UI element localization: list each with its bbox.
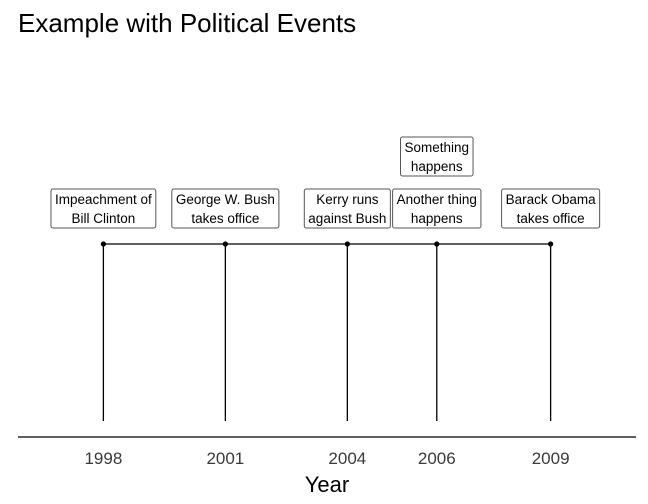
event-label-text: Another thing xyxy=(397,192,477,207)
event-label: Something happens xyxy=(401,137,474,176)
x-tick-label: 2004 xyxy=(328,449,366,468)
event-dot xyxy=(548,241,553,246)
event-label-text: Kerry runs xyxy=(316,192,379,207)
event-label-text: takes office xyxy=(191,211,259,226)
event-label-text: takes office xyxy=(517,211,585,226)
event-label-text: George W. Bush xyxy=(176,192,275,207)
event-dot xyxy=(101,241,106,246)
event-dot xyxy=(345,241,350,246)
event-stems xyxy=(103,244,550,421)
event-label-text: happens xyxy=(411,159,463,174)
chart-title: Example with Political Events xyxy=(18,8,356,38)
event-dot xyxy=(434,241,439,246)
event-label: George W. Bush takes office xyxy=(172,189,279,228)
event-label: Another thing happens xyxy=(393,189,481,228)
event-label-text: happens xyxy=(411,211,463,226)
event-dot xyxy=(223,241,228,246)
x-axis-title: Year xyxy=(305,472,349,497)
event-label: Kerry runs against Bush xyxy=(304,189,390,228)
event-labels: Impeachment of Bill Clinton George W. Bush… xyxy=(51,137,600,228)
event-label-text: against Bush xyxy=(308,211,386,226)
event-label: Impeachment of Bill Clinton xyxy=(51,189,156,228)
x-tick-label: 2001 xyxy=(206,449,244,468)
event-label-text: Barack Obama xyxy=(506,192,597,207)
x-tick-label: 2009 xyxy=(532,449,570,468)
event-label-text: Bill Clinton xyxy=(71,211,135,226)
event-label-text: Something xyxy=(405,140,470,155)
event-label-text: Impeachment of xyxy=(55,192,152,207)
x-tick-label: 2006 xyxy=(418,449,456,468)
event-label: Barack Obama takes office xyxy=(502,189,600,228)
x-axis-ticks: 1998 2001 2004 2006 2009 xyxy=(84,449,569,468)
x-tick-label: 1998 xyxy=(84,449,122,468)
